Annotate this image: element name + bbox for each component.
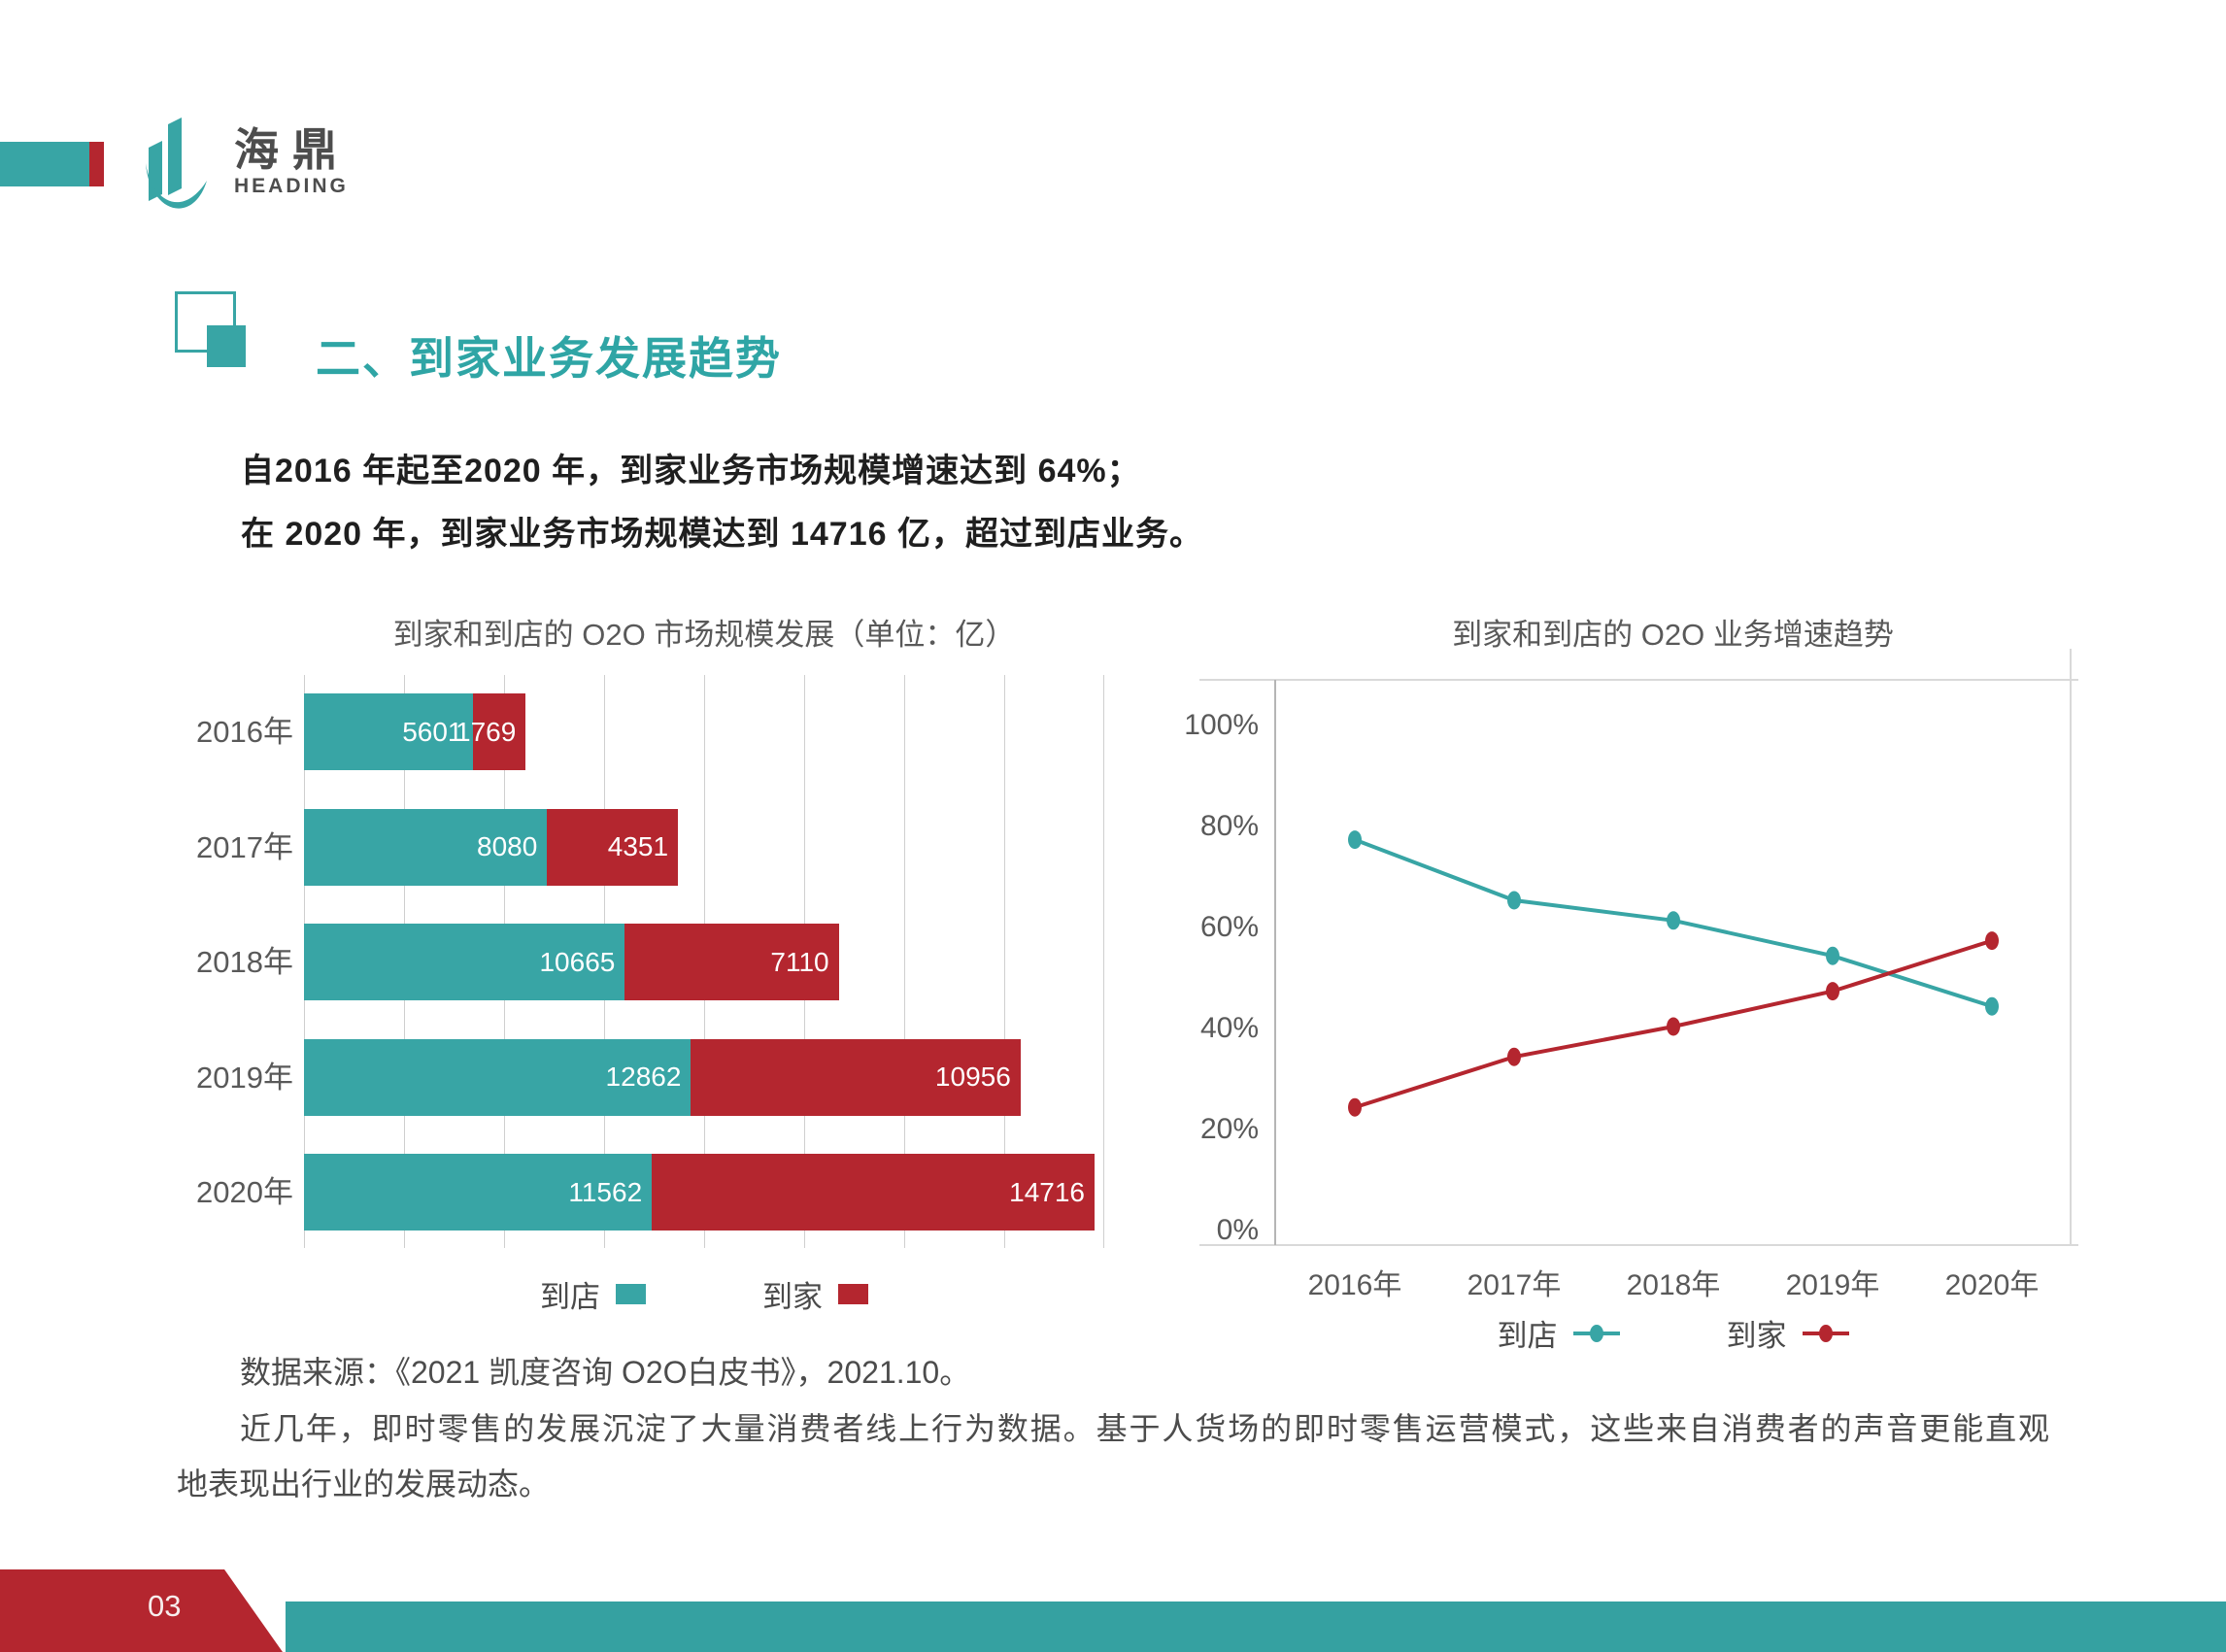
bar-value-label: 14716 [1009,1176,1086,1207]
source-note: 数据来源：《2021 凯度咨询 O2O白皮书》，2021.10。 [240,1355,971,1390]
bar-segment-teal: 12862 [304,1038,691,1116]
logo: 海鼎 HEADING [141,103,351,218]
bar-segment-red: 7110 [624,924,839,1000]
legend-label-home-line: 到家 [1726,1319,1787,1353]
legend-swatch-teal [616,1284,646,1304]
logo-mark-icon [146,118,207,209]
legend-marker-red [1802,1324,1849,1343]
bar-value-label: 8080 [477,831,538,861]
bar-segment-red: 4351 [547,808,679,886]
line-chart-legend: 到店 到家 [1275,1311,2071,1355]
accent-strip-red [89,142,104,186]
legend-item-home: 到家 [762,1272,868,1316]
bar-value-label: 4351 [607,831,669,861]
bar-value-label: 5601 [402,716,463,747]
bar-segment-red: 1769 [455,693,526,770]
x-tick-label: 2018年 [1627,1269,1721,1301]
bar-value-label: 10665 [539,946,616,977]
data-point-marker-red [1507,1047,1521,1066]
data-point-marker-red [1985,931,1999,951]
bar-segment-red: 14716 [652,1154,1096,1231]
y-tick-label: 20% [1200,1113,1259,1145]
bar-value-label: 1769 [455,716,517,747]
section-marker-fill [207,325,246,367]
footer-red-shape: 03 [0,1569,283,1652]
bar-segment-red: 10956 [691,1038,1021,1116]
bar-category-label: 2019年 [196,1060,293,1095]
data-point-marker-teal [1507,891,1521,910]
legend-label-home: 到家 [762,1280,823,1314]
paragraph-line-2: 地表现出行业的发展动态。 [177,1467,551,1501]
footer-teal-bar [286,1601,2226,1652]
y-tick-label: 0% [1217,1214,1259,1246]
bar-value-label: 12862 [605,1062,682,1092]
line-chart-svg: 100% 80% 60% 40% 20% 0% 2016年 2017年 2018年 2019年 20… [1184,649,2078,1301]
line-chart-title: 到家和到店的 O2O 业务增速趋势 [1452,618,1894,652]
data-point-marker-teal [1985,996,1999,1016]
logo-text: 海鼎 HEADING [234,103,351,198]
legend-marker-teal [1572,1324,1620,1343]
data-point-marker-red [1348,1097,1362,1117]
data-point-marker-teal [1667,911,1680,930]
bar-chart-title: 到家和到店的 O2O 市场规模发展（单位：亿） [392,618,1016,652]
page-number: 03 [148,1589,182,1623]
data-point-marker-red [1826,982,1839,1001]
bar-value-label: 10956 [934,1062,1011,1092]
intro-line-2: 在 2020 年，到家业务市场规模达到 14716 亿，超过到店业务。 [241,516,1203,553]
data-point-marker-teal [1348,830,1362,850]
bar-segment-teal: 10665 [304,924,625,1000]
gridline [1103,675,1104,1248]
y-tick-label: 80% [1200,810,1259,842]
bar-category-label: 2017年 [196,829,293,864]
x-tick-label: 2019年 [1786,1269,1880,1301]
y-tick-label: 60% [1200,911,1259,943]
legend-item-home-line: 到家 [1727,1311,1849,1355]
data-point-marker-teal [1826,946,1839,965]
accent-strip-teal [0,142,89,186]
page-title: 二、到家业务发展趋势 [316,333,782,384]
legend-label-store: 到店 [540,1280,600,1314]
y-tick-label: 100% [1184,709,1259,741]
x-tick-label: 2020年 [1945,1269,2040,1301]
bar-value-label: 11562 [568,1176,643,1207]
x-tick-label: 2016年 [1308,1269,1402,1301]
logo-cn: 海鼎 [234,124,351,175]
bar-segment-teal: 5601 [304,693,473,770]
bar-chart-plot: 2016年 5601 1769 2017年 8080 4351 2018年 10665 7110… [196,675,1104,1248]
legend-label-store-line: 到店 [1497,1319,1558,1353]
y-tick-label: 40% [1200,1012,1259,1044]
logo-en: HEADING [234,175,349,197]
bar-value-label: 7110 [770,946,829,977]
intro-line-1: 自2016 年起至2020 年，到家业务市场规模增速达到 64%； [241,453,1141,489]
bar-segment-teal: 11562 [304,1154,653,1231]
legend-swatch-red [838,1284,868,1304]
bar-category-label: 2020年 [196,1175,293,1209]
data-point-marker-red [1667,1017,1680,1036]
gridline [1004,675,1005,1248]
legend-item-store-line: 到店 [1498,1311,1620,1355]
bar-category-label: 2016年 [196,715,293,749]
legend-item-store: 到店 [540,1272,646,1316]
bar-category-label: 2018年 [196,945,293,979]
paragraph-line-1: 近几年，即时零售的发展沉淀了大量消费者线上行为数据。基于人货场的即时零售运营模式… [240,1411,2049,1446]
gridline [904,675,905,1248]
x-tick-label: 2017年 [1467,1269,1562,1301]
bar-segment-teal: 8080 [304,808,548,886]
bar-chart-legend: 到店 到家 [304,1272,1104,1316]
